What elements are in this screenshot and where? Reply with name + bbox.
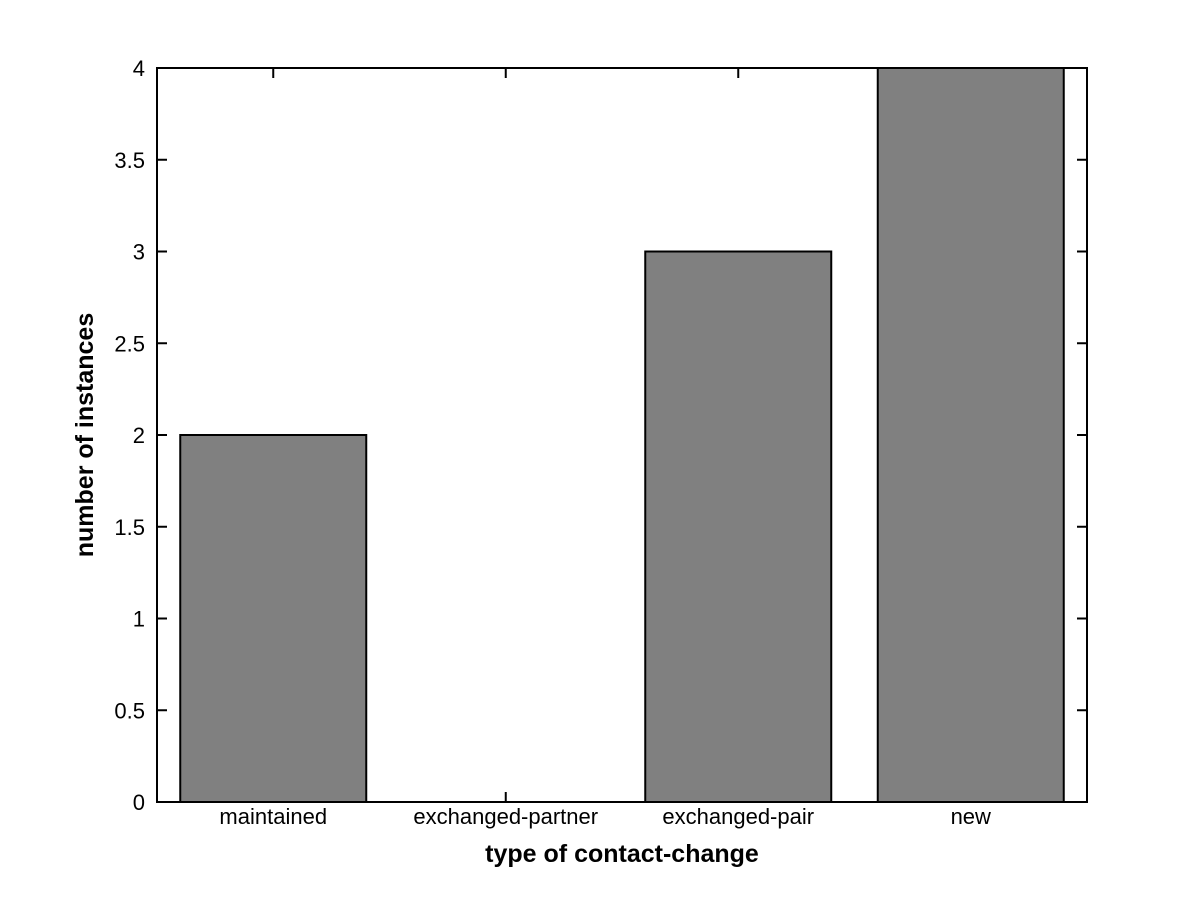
y-tick-label: 2.5 — [114, 331, 145, 356]
x-tick-label: exchanged-partner — [413, 804, 598, 829]
y-tick-label: 4 — [133, 56, 145, 81]
x-tick-label: maintained — [219, 804, 327, 829]
bar-exchanged-pair — [644, 250, 833, 803]
x-tick-label: exchanged-pair — [662, 804, 814, 829]
plot-box — [156, 67, 1088, 803]
y-tick-label: 3 — [133, 240, 145, 265]
y-tick-label: 3.5 — [114, 148, 145, 173]
x-tick-label: new — [951, 804, 991, 829]
y-tick-label: 1 — [133, 607, 145, 632]
bar-new — [876, 67, 1065, 803]
y-tick-label: 0 — [133, 790, 145, 815]
y-tick-label: 2 — [133, 423, 145, 448]
y-axis-label: number of instances — [71, 312, 99, 558]
y-tick-label: 1.5 — [114, 515, 145, 540]
y-tick-label: 0.5 — [114, 698, 145, 723]
bar-maintained — [179, 434, 368, 803]
x-axis-label: type of contact-change — [485, 840, 759, 868]
